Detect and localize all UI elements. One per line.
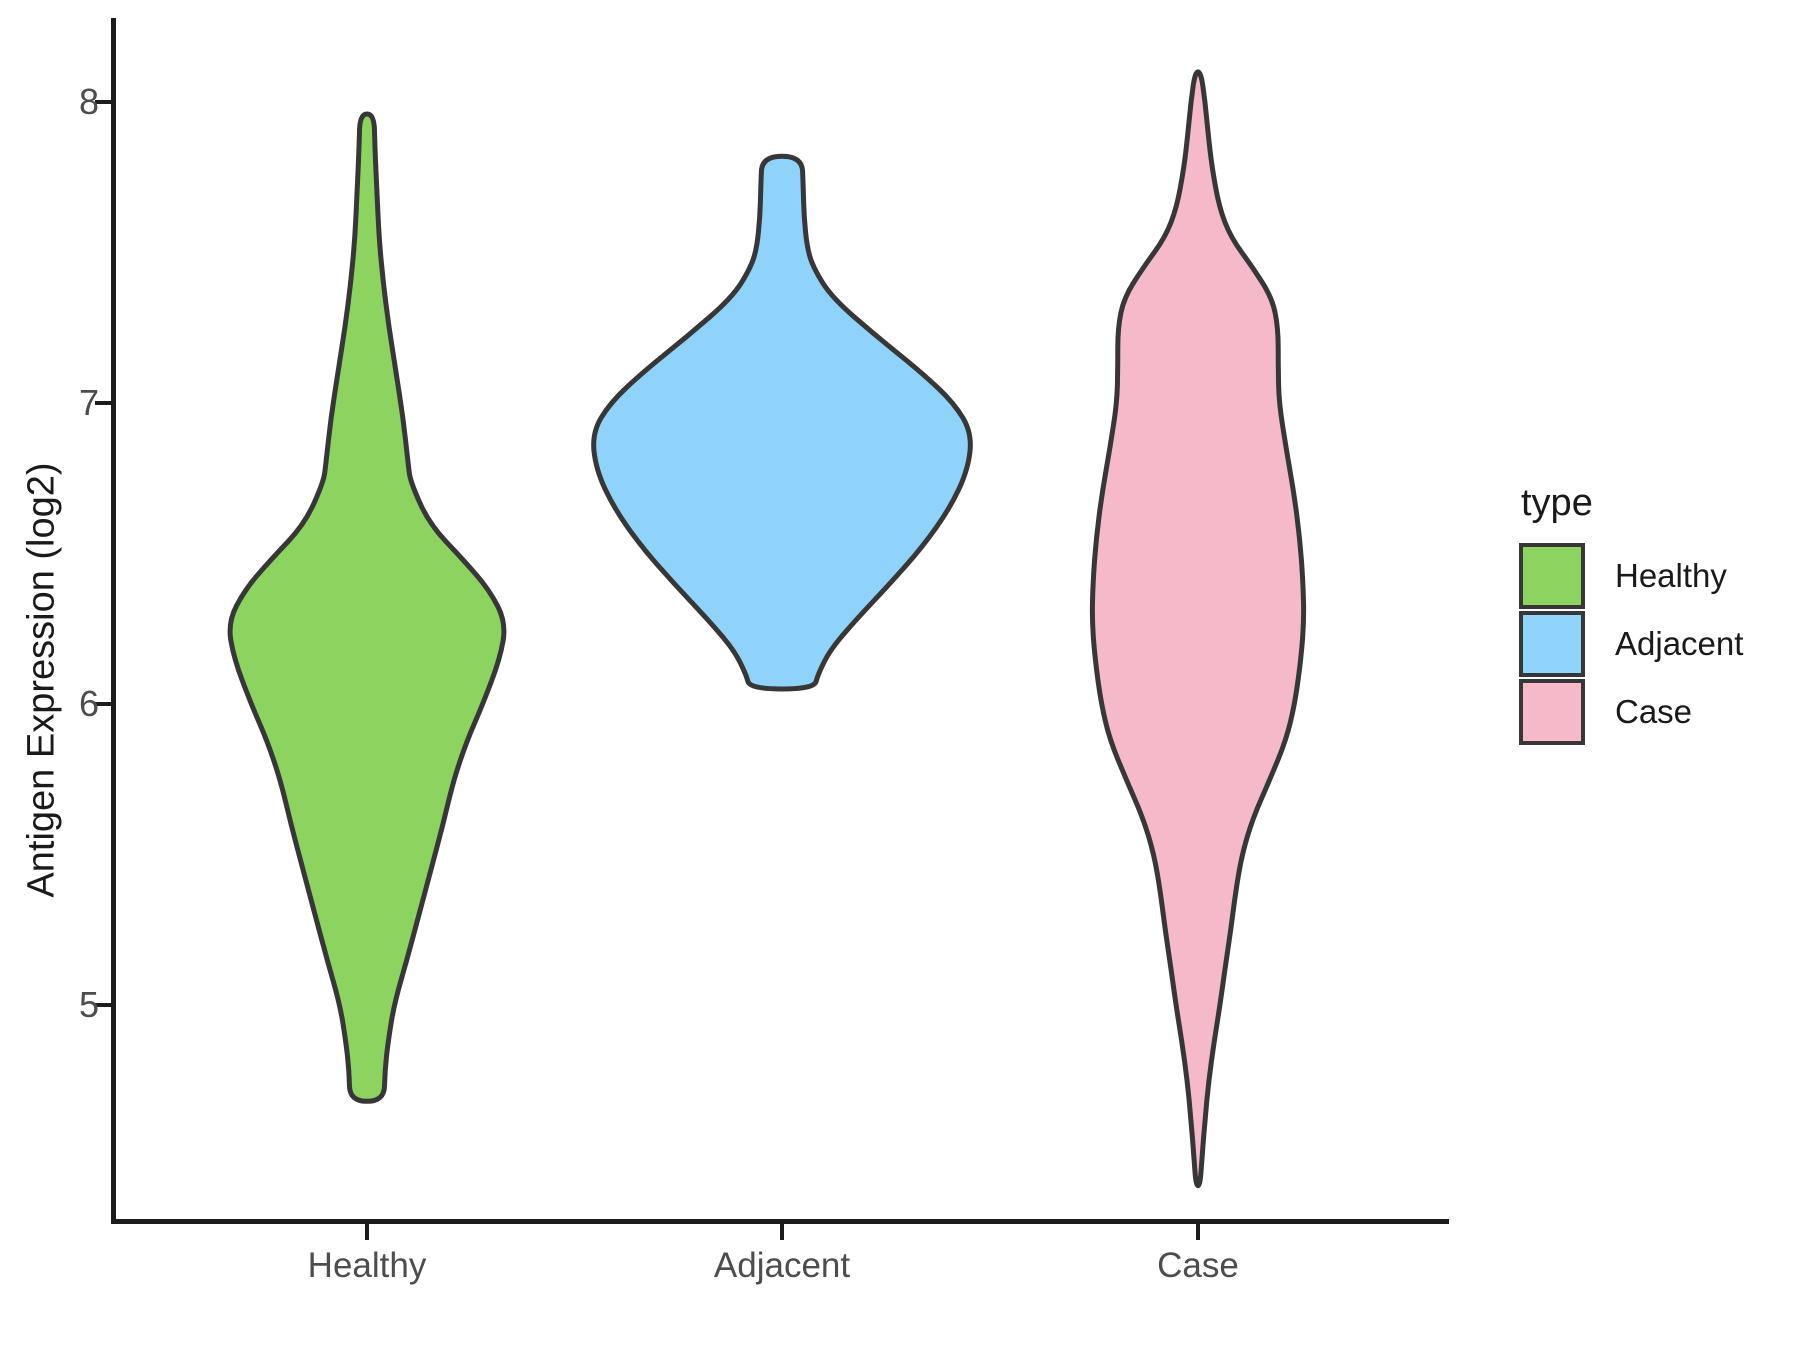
- x-tick-label-adjacent: Adjacent: [713, 1246, 851, 1285]
- legend-label-healthy: Healthy: [1615, 557, 1727, 594]
- violin-healthy: [227, 111, 507, 1104]
- x-tick-mark-adjacent: [780, 1224, 784, 1240]
- y-tick-mark-6: [95, 702, 111, 706]
- x-tick-label-healthy: Healthy: [307, 1246, 427, 1285]
- legend: type Healthy Adjacent Case: [1519, 482, 1743, 747]
- x-tick-mark-healthy: [365, 1224, 369, 1240]
- violin-case: [1089, 69, 1307, 1189]
- y-tick-label-5: 5: [78, 984, 99, 1025]
- legend-swatch-healthy: [1519, 543, 1585, 609]
- y-axis-line: [111, 18, 116, 1224]
- violin-adjacent: [591, 153, 973, 692]
- x-axis-line: [111, 1219, 1449, 1224]
- x-tick-mark-case: [1196, 1224, 1200, 1240]
- legend-row-adjacent: Adjacent: [1519, 611, 1743, 677]
- legend-swatch-adjacent: [1519, 611, 1585, 677]
- legend-title: type: [1521, 482, 1593, 524]
- y-tick-label-6: 6: [78, 683, 99, 724]
- y-tick-label-8: 8: [78, 81, 99, 122]
- y-tick-mark-7: [95, 401, 111, 405]
- y-tick-mark-5: [95, 1003, 111, 1007]
- x-tick-label-case: Case: [1157, 1246, 1239, 1285]
- legend-row-healthy: Healthy: [1519, 543, 1743, 609]
- legend-row-case: Case: [1519, 679, 1743, 745]
- y-tick-label-7: 7: [78, 382, 99, 423]
- legend-label-case: Case: [1615, 693, 1693, 730]
- y-tick-mark-8: [95, 100, 111, 104]
- legend-label-adjacent: Adjacent: [1615, 625, 1744, 662]
- legend-swatch-case: [1519, 679, 1585, 745]
